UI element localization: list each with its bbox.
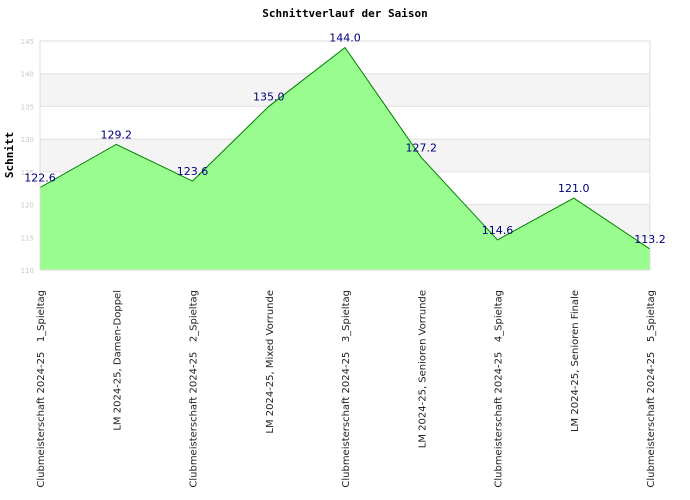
data-label: 114.6 (482, 224, 514, 237)
y-tick-label: 125 (21, 169, 34, 177)
x-tick-label: Clubmeisterschaft 2024-25 3_Spieltag (341, 290, 352, 488)
x-ticks: Clubmeisterschaft 2024-25 1_Spieltag LM 2… (36, 290, 657, 488)
x-tick-label: Clubmeisterschaft 2024-25 2_Spieltag (189, 290, 200, 488)
x-tick-label: LM 2024-25, Senioren Finale (570, 290, 581, 432)
data-label: 135.0 (253, 90, 285, 103)
x-tick-label: LM 2024-25, Damen-Doppel (112, 290, 123, 431)
y-tick-label: 110 (21, 267, 34, 275)
series-area (40, 46, 650, 270)
y-tick-label: 120 (21, 202, 34, 210)
data-label: 113.2 (634, 233, 666, 246)
data-label: 144.0 (329, 32, 361, 45)
x-tick-label: LM 2024-25, Mixed Vorrunde (265, 290, 276, 434)
y-tick-label: 140 (21, 71, 34, 79)
data-label: 129.2 (101, 128, 133, 141)
area-fill (40, 47, 650, 270)
y-tick-label: 145 (21, 38, 34, 46)
x-tick-label: Clubmeisterschaft 2024-25 1_Spieltag (36, 290, 47, 488)
y-tick-label: 135 (21, 103, 34, 111)
data-label: 127.2 (406, 141, 438, 154)
x-tick-label: LM 2024-25, Senioren Vorrunde (417, 290, 428, 448)
plot-frame (39, 40, 651, 271)
y-axis-label: Schnitt (3, 132, 16, 178)
data-label: 121.0 (558, 182, 590, 195)
chart-title: Schnittverlauf der Saison (262, 7, 428, 20)
data-label: 123.6 (177, 165, 209, 178)
x-tick-label: Clubmeisterschaft 2024-25 4_Spieltag (494, 290, 505, 488)
y-tick-label: 115 (21, 234, 34, 242)
y-tick-label: 130 (21, 136, 34, 144)
data-label: 122.6 (24, 172, 56, 185)
data-labels: 122.6 129.2 123.6 135.0 144.0 127.2 114.6 121.0… (24, 32, 666, 247)
series-line (40, 46, 650, 250)
y-ticks: 110 115 120 125 130 135 140 145 (21, 38, 34, 275)
x-tick-label: Clubmeisterschaft 2024-25 5_Spieltag (646, 290, 657, 488)
